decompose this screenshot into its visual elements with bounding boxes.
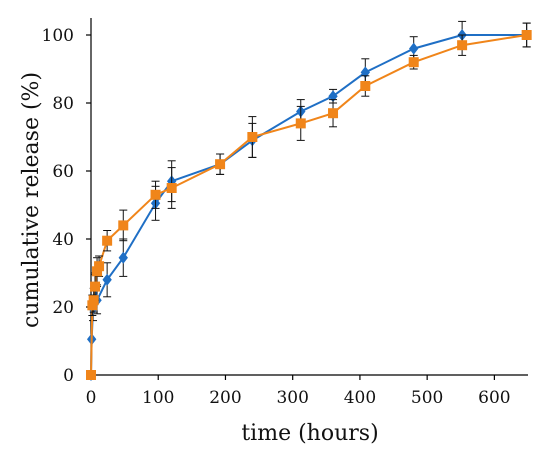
y-tick-label: 20	[52, 298, 74, 318]
series-2-point	[408, 57, 419, 68]
series-2-point	[87, 300, 98, 311]
series-2-point	[360, 81, 371, 91]
series-2-point	[166, 183, 177, 193]
series-2-point	[150, 189, 161, 200]
y-tick-label: 100	[42, 26, 74, 46]
x-axis-title: time (hours)	[241, 421, 378, 446]
x-tick-label: 600	[478, 388, 510, 408]
x-tick-label: 100	[142, 388, 174, 408]
series-2-point	[86, 370, 96, 380]
series-2-point	[118, 220, 129, 231]
series-2-point	[247, 132, 258, 142]
y-tick-label: 0	[63, 366, 74, 386]
x-tick-label: 200	[209, 388, 241, 408]
y-axis-title: cumulative release (%)	[19, 72, 44, 328]
y-tick-label: 80	[52, 94, 74, 114]
series-2-point	[457, 40, 468, 51]
x-tick-label: 0	[86, 388, 97, 408]
series-2-point	[102, 235, 113, 246]
series-2-point	[92, 266, 103, 277]
x-tick-label: 500	[411, 388, 443, 408]
y-tick-label: 40	[52, 230, 74, 250]
series-2-point	[521, 30, 532, 40]
y-tick-label: 60	[52, 162, 74, 182]
series-2-point	[88, 295, 99, 306]
series-1-point	[409, 42, 419, 55]
x-tick-label: 300	[276, 388, 308, 408]
plot-area: 0 20 40 60 80 100 0 100 200 300 400 500 600	[42, 18, 532, 408]
series-2-point	[328, 108, 339, 119]
series-1-point	[118, 251, 128, 264]
series-2-point	[215, 159, 226, 170]
series-2-point	[90, 281, 101, 292]
x-tick-label: 400	[344, 388, 376, 408]
series-2-point	[295, 118, 306, 129]
series-1-point	[102, 273, 112, 286]
series-2-point	[94, 261, 105, 272]
